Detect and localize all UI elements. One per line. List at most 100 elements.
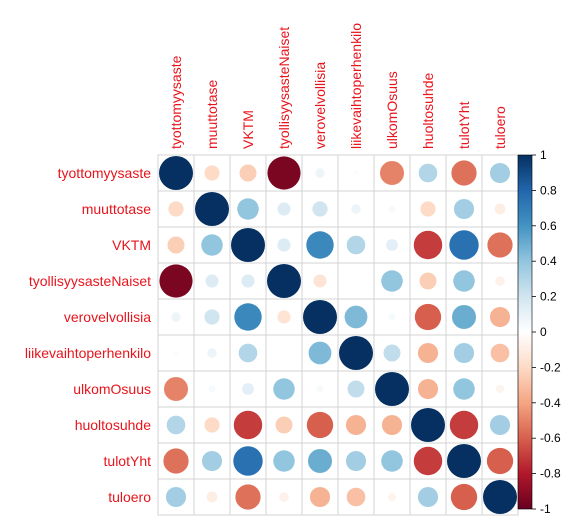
correlation-circle <box>345 450 367 472</box>
correlation-circle <box>201 234 223 256</box>
correlation-circle <box>495 384 505 394</box>
row-label: muuttotase <box>82 201 151 217</box>
correlation-circle <box>449 230 479 260</box>
correlation-circle <box>419 272 437 290</box>
correlation-circle <box>313 274 327 288</box>
correlation-circle <box>239 164 257 182</box>
correlation-circle <box>238 343 258 363</box>
correlation-circle <box>489 306 511 328</box>
column-label: tyottomyysaste <box>168 55 184 149</box>
correlation-circle <box>353 170 359 176</box>
row-label: tyollisyysasteNaiset <box>29 273 151 289</box>
correlation-circle <box>279 492 289 502</box>
correlation-circle <box>277 310 291 324</box>
colorbar-tick-label: 0.2 <box>540 290 557 304</box>
correlation-circle <box>449 410 479 440</box>
row-label: VKTM <box>112 237 151 253</box>
correlation-circle <box>381 414 403 436</box>
correlation-circle <box>267 156 301 190</box>
column-label: tulotYht <box>456 101 472 149</box>
correlation-circle <box>275 416 293 434</box>
row-label: huoltosuhde <box>75 417 152 433</box>
correlation-circle <box>346 235 366 255</box>
correlation-circle <box>206 491 218 503</box>
correlation-circle <box>234 303 262 331</box>
correlation-circle <box>414 303 442 331</box>
correlation-circle <box>453 198 475 220</box>
correlation-circle <box>312 201 328 217</box>
column-labels: tyottomyysaste muuttotase VKTM tyollisyysas… <box>168 23 508 149</box>
row-label: liikevaihtoperhenkilo <box>25 345 151 361</box>
matrix-cell <box>373 406 411 444</box>
correlation-circle <box>168 201 184 217</box>
correlation-circle <box>207 348 217 358</box>
correlation-circle <box>450 483 478 511</box>
correlation-circle <box>345 414 367 436</box>
correlation-circle <box>375 372 409 406</box>
correlation-circle <box>489 414 511 436</box>
column-label: tuloero <box>492 106 508 149</box>
correlation-circle <box>413 230 443 260</box>
correlation-circle <box>495 276 505 286</box>
correlation-circle <box>204 417 220 433</box>
correlation-circle <box>306 231 334 259</box>
column-label: verovelvollisia <box>312 62 328 149</box>
correlation-circle <box>205 274 219 288</box>
correlation-circle <box>344 305 368 329</box>
column-label: huoltosuhde <box>420 72 436 149</box>
correlation-circle <box>411 408 445 442</box>
colorbar: 1 0.8 0.6 0.4 0.2 0 -0.2 -0.4 -0.6 -0.8 -1 <box>517 148 561 516</box>
matrix-circles <box>159 156 517 514</box>
column-label: VKTM <box>240 110 256 149</box>
correlation-circle <box>306 411 334 439</box>
correlation-circle <box>204 309 220 325</box>
colorbar-tick-label: -0.6 <box>540 431 561 445</box>
correlation-circle <box>386 239 398 251</box>
correlation-circle <box>417 378 439 400</box>
correlation-circle <box>417 342 439 364</box>
correlation-circle <box>490 343 510 363</box>
correlation-circle <box>159 264 193 298</box>
correlation-circle <box>379 160 405 186</box>
correlation-circle <box>347 380 365 398</box>
correlation-circle <box>381 450 403 472</box>
correlation-circle <box>339 336 373 370</box>
correlation-circle <box>165 486 187 508</box>
correlation-circle <box>387 492 397 502</box>
correlation-circle <box>420 201 436 217</box>
correlation-circle <box>231 228 265 262</box>
correlation-circle <box>494 203 506 215</box>
correlation-circle <box>173 350 179 356</box>
matrix-cell <box>265 334 303 372</box>
correlation-circle <box>277 202 291 216</box>
correlation-circle <box>453 342 475 364</box>
correlation-circle <box>346 487 366 507</box>
correlation-circle <box>388 205 396 213</box>
correlation-circle <box>235 484 261 510</box>
colorbar-tick-label: 0.6 <box>540 219 557 233</box>
column-label: tyollisyysasteNaiset <box>276 27 292 149</box>
row-label: tuloero <box>108 489 151 505</box>
correlation-circle <box>453 270 475 292</box>
correlation-circle <box>351 204 361 214</box>
correlation-circle <box>315 168 325 178</box>
correlation-circle <box>241 274 255 288</box>
correlation-circle <box>487 232 513 258</box>
correlation-circle <box>195 192 229 226</box>
correlation-circle <box>237 198 259 220</box>
correlation-circle <box>418 163 438 183</box>
correlation-circle <box>233 410 263 440</box>
correlation-circle <box>447 444 481 478</box>
correlation-circle <box>308 341 332 365</box>
correlation-circle <box>451 304 477 330</box>
row-label: tulotYht <box>104 453 152 469</box>
colorbar-tick-label: 1 <box>540 148 547 162</box>
correlation-circle <box>159 156 193 190</box>
row-label: verovelvollisia <box>64 309 151 325</box>
correlation-circle <box>267 264 301 298</box>
correlation-circle <box>309 486 331 508</box>
correlation-circle <box>383 344 401 362</box>
row-label: tyottomyysaste <box>58 165 152 181</box>
correlation-circle <box>273 450 295 472</box>
